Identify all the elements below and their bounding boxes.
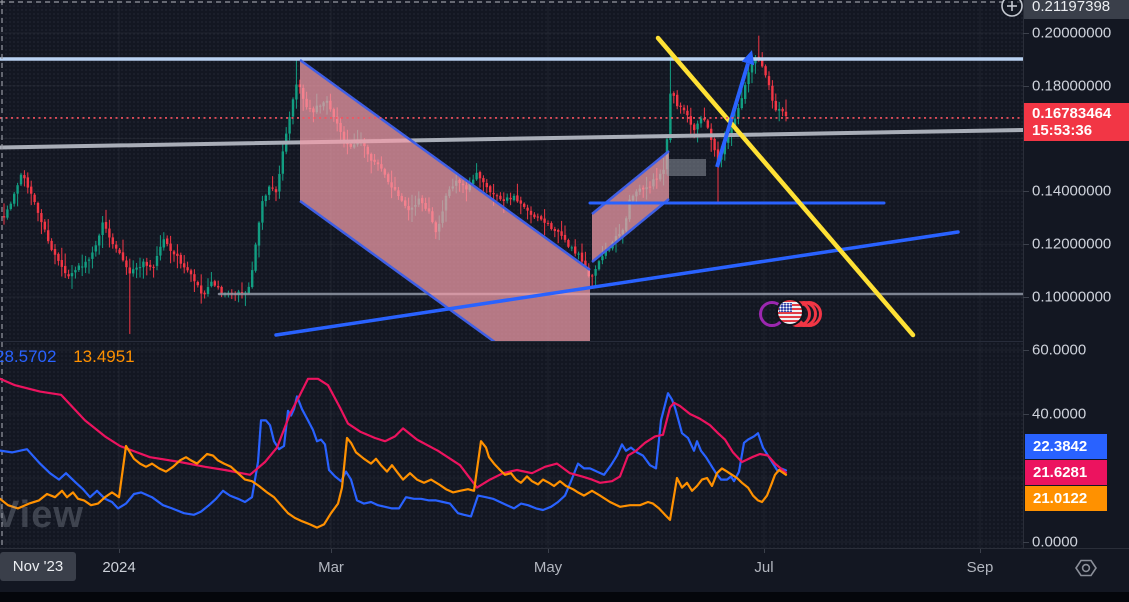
- time-axis[interactable]: Nov '23 2024 Mar May Jul Sep: [0, 549, 1129, 592]
- axis-tick: [1023, 297, 1029, 298]
- time-axis-label: 2024: [102, 559, 136, 576]
- di-plus-badge: 22.3842: [1025, 434, 1107, 459]
- crosshair-price-label: 0.21197398: [1024, 0, 1129, 19]
- price-axis-label: 0.18000000: [1032, 77, 1112, 95]
- gray-box[interactable]: [667, 159, 706, 176]
- lower-gridlines: [0, 342, 1023, 548]
- indicator-pane[interactable]: 28.5702 13.4951 View: [0, 342, 1023, 548]
- price-axis-divider: [1023, 0, 1024, 592]
- pane-divider[interactable]: [0, 341, 1129, 342]
- time-axis-tick: [764, 549, 765, 553]
- price-axis-label: 0.14000000: [1032, 182, 1112, 200]
- bottom-toolbar-strip: [0, 592, 1129, 602]
- axis-tick: [1023, 191, 1029, 193]
- di-minus-value: 13.4951: [73, 347, 135, 366]
- descending-channel[interactable]: [299, 58, 591, 342]
- time-axis-label: Sep: [966, 559, 994, 576]
- blue-up-arrow[interactable]: [715, 50, 755, 168]
- crosshair-date-label: Nov '23: [0, 552, 76, 581]
- price-axis-label: 60.0000: [1032, 341, 1087, 359]
- time-axis-divider: [0, 548, 1129, 549]
- axis-tick: [1023, 414, 1029, 415]
- axis-tick: [1023, 350, 1029, 351]
- price-axis-label: 0.12000000: [1032, 235, 1112, 253]
- tradingview-watermark: View: [0, 494, 84, 536]
- di-plus-value: 28.5702: [0, 347, 57, 366]
- time-axis-tick: [548, 549, 549, 553]
- price-axis-label: 0.10000000: [1032, 288, 1112, 306]
- price-pane-canvas[interactable]: [0, 0, 1023, 342]
- di-minus-badge: 21.0122: [1025, 486, 1107, 511]
- yellow-downtrend-line[interactable]: [655, 35, 916, 338]
- time-axis-label: May: [533, 559, 563, 576]
- axis-tick: [1023, 33, 1029, 34]
- gray-trendline[interactable]: [0, 128, 1023, 150]
- axis-tick: [1023, 542, 1029, 543]
- axis-tick: [1023, 85, 1029, 87]
- -di-line[interactable]: [0, 436, 788, 529]
- adx-badge: 21.6281: [1025, 460, 1107, 485]
- time-axis-label: Mar: [318, 559, 344, 576]
- price-axis-label: 0.20000000: [1032, 24, 1112, 42]
- drawings-layer: [0, 35, 1023, 342]
- ascending-mini-channel[interactable]: [591, 150, 670, 263]
- blue-ascending-trendline[interactable]: [274, 230, 960, 337]
- timeframe-settings-gear-icon[interactable]: [1074, 556, 1098, 580]
- price-axis[interactable]: 0.21197398 0.16783464 15:53:36 22.3842 2…: [1023, 0, 1129, 551]
- last-price-value: 0.16783464: [1032, 105, 1112, 122]
- plus-circle-icon[interactable]: [1001, 0, 1023, 17]
- time-axis-tick: [980, 549, 981, 553]
- us-flag-icon[interactable]: [776, 298, 804, 326]
- bar-countdown: 15:53:36: [1032, 122, 1093, 139]
- price-pane[interactable]: [0, 0, 1023, 342]
- price-axis-label: 0.0000: [1032, 533, 1078, 551]
- indicator-pane-canvas[interactable]: [0, 342, 1023, 548]
- indicator-status-values: 28.5702 13.4951: [0, 347, 147, 367]
- price-axis-label: 40.0000: [1032, 405, 1087, 423]
- time-axis-tick: [331, 549, 332, 553]
- main-gridlines: [0, 0, 1023, 342]
- adx-line[interactable]: [0, 377, 788, 489]
- last-price-badge: 0.16783464 15:53:36: [1024, 103, 1129, 141]
- +di-line[interactable]: [0, 392, 788, 518]
- flag-canton: [779, 303, 792, 312]
- axis-tick: [1023, 244, 1029, 246]
- time-axis-label: Jul: [754, 559, 774, 576]
- time-axis-tick: [119, 549, 120, 553]
